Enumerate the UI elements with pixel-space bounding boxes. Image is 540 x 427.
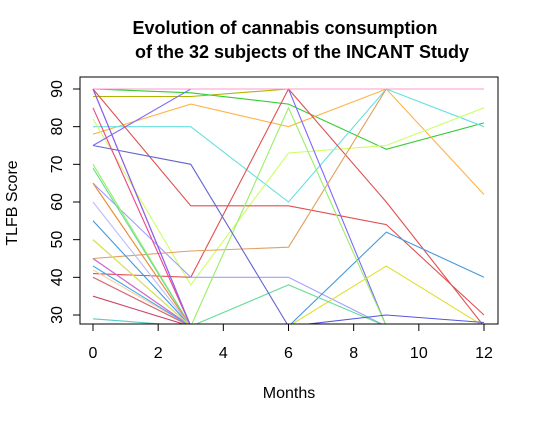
series-line-21 bbox=[92, 269, 188, 324]
chart-title-line2: of the 32 subjects of the INCANT Study bbox=[135, 42, 469, 62]
series-line-27 bbox=[92, 258, 189, 324]
y-tick-label: 30 bbox=[49, 306, 66, 324]
series-line-14 bbox=[92, 182, 482, 324]
series-line-19 bbox=[92, 239, 190, 324]
y-tick-label: 40 bbox=[49, 268, 66, 286]
plot-lines bbox=[92, 88, 485, 324]
series-line-28 bbox=[92, 201, 190, 324]
series-line-3 bbox=[92, 88, 485, 195]
series-line-30 bbox=[92, 265, 189, 324]
series-line-12 bbox=[92, 220, 485, 324]
series-line-29 bbox=[92, 239, 190, 324]
series-line-5 bbox=[92, 107, 485, 286]
x-tick-label: 8 bbox=[349, 345, 358, 362]
series-line-26 bbox=[92, 182, 190, 324]
x-tick-label: 4 bbox=[219, 345, 228, 362]
series-line-15 bbox=[92, 167, 383, 324]
series-line-31 bbox=[92, 107, 191, 324]
series-line-25 bbox=[92, 144, 288, 324]
series-line-22 bbox=[92, 276, 188, 324]
y-axis-title: TLFB Score bbox=[4, 160, 21, 245]
y-tick-label: 50 bbox=[49, 231, 66, 249]
y-tick-label: 70 bbox=[49, 155, 66, 173]
x-tick-label: 6 bbox=[284, 345, 293, 362]
x-axis-title: Months bbox=[263, 385, 315, 402]
series-line-2 bbox=[92, 88, 485, 150]
series-line-9 bbox=[92, 88, 484, 260]
y-tick-label: 90 bbox=[49, 80, 66, 98]
series-line-17 bbox=[92, 295, 186, 324]
series-line-13 bbox=[92, 106, 386, 324]
axes: 0 2 4 6 8 10 12 30 40 50 60 70 80 90 bbox=[49, 76, 499, 362]
series-line-7 bbox=[92, 88, 485, 316]
x-tick-label: 2 bbox=[154, 345, 163, 362]
y-tick-label: 80 bbox=[49, 118, 66, 136]
series-line-11 bbox=[92, 182, 383, 324]
plot-frame bbox=[79, 76, 499, 325]
x-tick-label: 12 bbox=[475, 345, 493, 362]
x-tick-label: 10 bbox=[410, 345, 428, 362]
x-tick-label: 0 bbox=[89, 345, 98, 362]
series-line-4 bbox=[93, 88, 485, 203]
series-line-32 bbox=[92, 88, 191, 324]
chart-title-line1: Evolution of cannabis consumption bbox=[132, 18, 437, 38]
y-tick-label: 60 bbox=[49, 193, 66, 211]
